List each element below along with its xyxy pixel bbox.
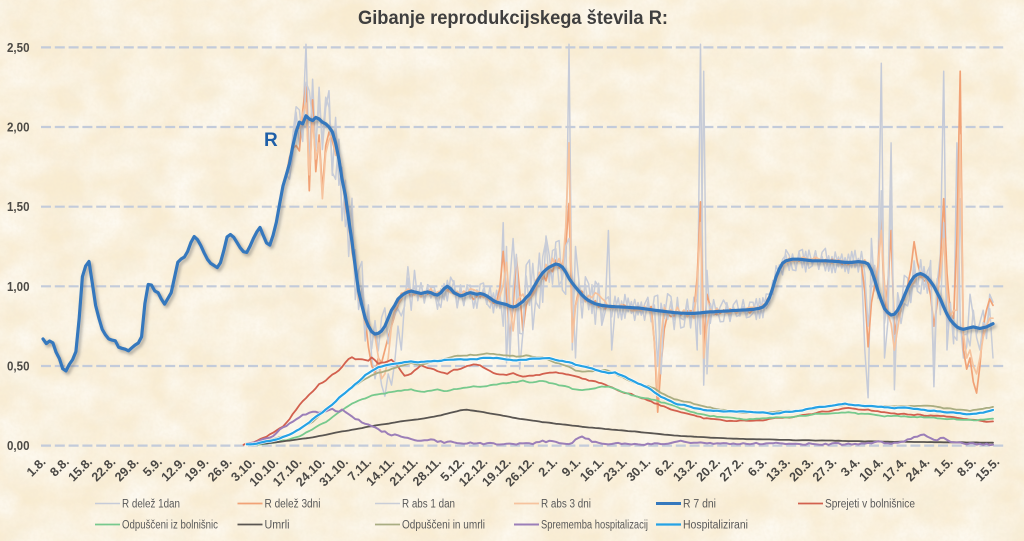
svg-text:2,00: 2,00 xyxy=(7,120,30,135)
svg-text:Odpuščeni in umrli: Odpuščeni in umrli xyxy=(402,520,485,532)
svg-text:1,00: 1,00 xyxy=(7,279,30,294)
svg-text:1,50: 1,50 xyxy=(7,199,30,214)
svg-text:R delež 1dan: R delež 1dan xyxy=(122,499,180,511)
svg-text:R delež 3dni: R delež 3dni xyxy=(265,499,321,511)
svg-text:2,50: 2,50 xyxy=(7,40,30,55)
svg-text:Gibanje reprodukcijskega števi: Gibanje reprodukcijskega števila R: xyxy=(358,8,668,29)
svg-text:Odpuščeni iz bolnišnic: Odpuščeni iz bolnišnic xyxy=(122,520,218,532)
svg-text:R 7 dni: R 7 dni xyxy=(683,499,716,511)
svg-text:Hospitalizirani: Hospitalizirani xyxy=(683,520,748,532)
svg-text:R: R xyxy=(264,130,278,151)
svg-text:R abs 3 dni: R abs 3 dni xyxy=(541,499,591,511)
svg-text:R abs 1 dan: R abs 1 dan xyxy=(402,499,455,511)
svg-text:0,50: 0,50 xyxy=(7,359,30,374)
svg-text:Umrli: Umrli xyxy=(265,520,290,532)
svg-text:0,00: 0,00 xyxy=(7,438,30,453)
svg-text:Sprejeti v bolnišnice: Sprejeti v bolnišnice xyxy=(825,499,915,511)
svg-text:Sprememba hospitalizacij: Sprememba hospitalizacij xyxy=(541,520,648,532)
